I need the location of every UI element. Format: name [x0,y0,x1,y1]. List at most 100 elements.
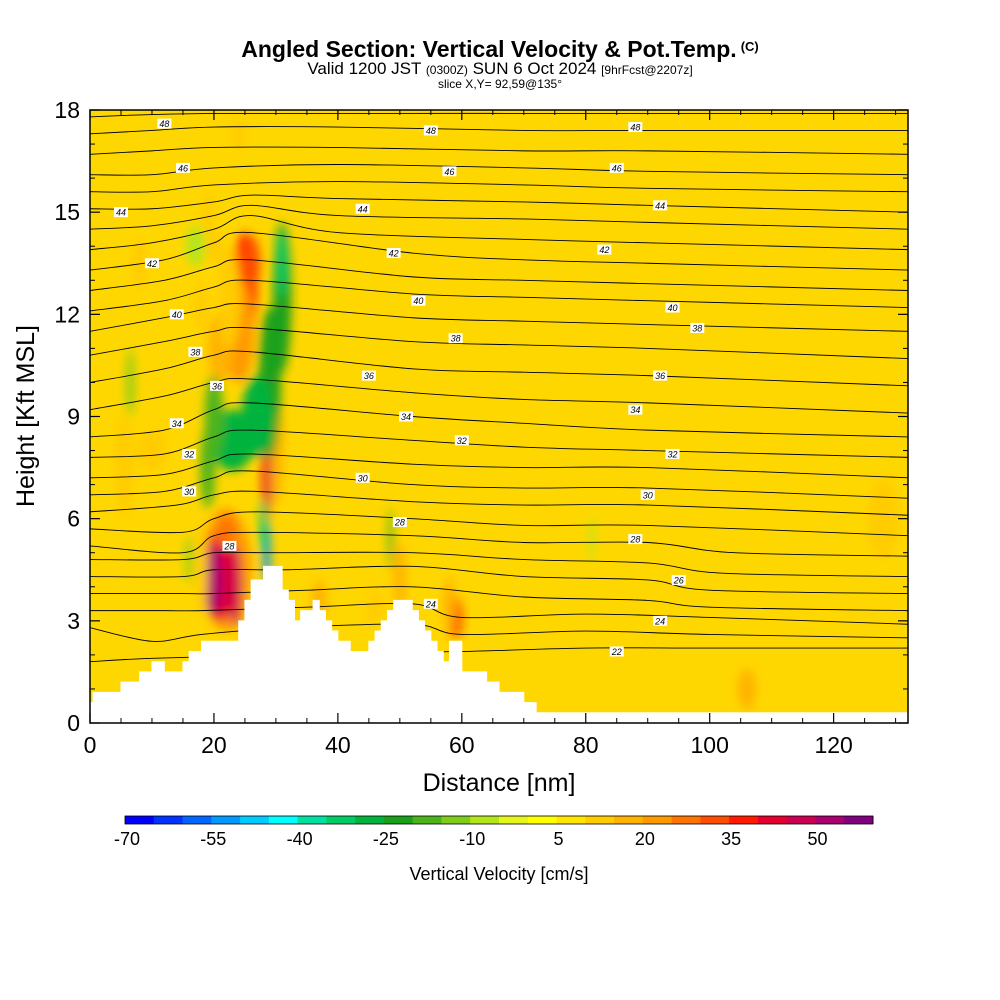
contour-label-box [355,203,370,214]
colorbar-tick-label: -25 [373,829,399,849]
contour-label-text: 30 [184,487,194,497]
contour-label: 34 [169,418,184,429]
chart-title: Angled Section: Vertical Velocity & Pot.… [0,36,1000,63]
colorbar-frame [124,815,874,825]
contour-label: 24 [423,598,438,609]
colorbar-swatch [441,816,471,824]
contour-line-37 [90,327,908,360]
x-axis-title: Distance [nm] [423,769,576,797]
contour-line-46 [90,164,908,176]
velocity-cell [132,236,148,291]
contour-label-text: 28 [629,535,640,545]
contour-label-box [609,162,624,173]
x-tick-label: 40 [325,732,351,758]
contour-label: 28 [222,540,237,551]
contour-label-text: 36 [364,371,374,381]
velocity-cell [365,590,385,625]
velocity-cell [277,229,288,298]
velocity-cell [186,535,193,584]
contour-label: 42 [597,244,612,255]
velocity-cell [114,416,134,519]
contour-label-text: 46 [444,167,454,177]
colorbar: -70 -55 -40 -25 -10 5 20 35 50 [114,815,874,849]
contour-label-box [454,435,469,446]
contour-label-box [210,380,225,391]
contour-label: 28 [628,534,643,545]
contour-line-31 [90,470,908,499]
contour-label-text: 42 [389,249,399,259]
contour-line-30 [90,490,908,516]
colorbar-swatch [527,816,558,824]
contour-label-text: 36 [655,371,665,381]
y-tick-label: 6 [67,506,80,532]
velocity-cell [186,225,205,267]
contour-label-text: 46 [612,163,622,173]
contour-label-box [392,517,407,528]
colorbar-swatch [268,816,299,824]
contour-line-42 [90,215,908,251]
contour-label: 42 [386,248,401,259]
contour-label-text: 30 [643,490,653,500]
colorbar-swatch [240,816,270,824]
velocity-cell [737,668,757,710]
contour-label: 36 [210,380,225,391]
contour-label: 32 [665,448,680,459]
contour-label-text: 46 [178,163,188,173]
valid-utc: (0300Z) [425,63,468,77]
contour-label-box [144,258,159,269]
contour-label: 34 [399,411,414,422]
contour-label-text: 48 [630,123,640,133]
contour-label-box [653,615,668,626]
contour-label-text: 32 [457,436,467,446]
contour-label-box [640,489,655,500]
x-tick-label: 0 [84,732,97,758]
contour-label-text: 40 [172,310,182,320]
contour-label-text: 48 [159,119,169,129]
velocity-cell [195,518,208,621]
contour-label-text: 44 [116,208,126,218]
contour-label-text: 30 [358,473,368,483]
x-tick-label: 60 [449,732,475,758]
contour-label: 40 [169,309,184,320]
contour-label-box [653,370,668,381]
y-tick-label: 0 [67,710,80,736]
velocity-cell [589,515,595,563]
slice-info: slice X,Y= 92,59@135° [437,77,563,91]
contour-label-box [222,540,237,551]
contour-label-box [361,370,376,381]
contour-label-text: 44 [655,201,665,211]
colorbar-swatch [815,816,845,824]
contour-label-text: 38 [451,334,461,344]
contour-label: 32 [182,448,197,459]
contour-label-box [628,534,643,545]
contour-label: 46 [175,162,190,173]
colorbar-swatch [182,816,212,824]
contour-label: 22 [609,646,624,657]
contour-label: 44 [113,207,128,218]
velocity-cell [136,430,168,471]
contour-label-box [182,448,197,459]
contour-label: 40 [411,295,426,306]
contour-label: 48 [157,118,172,129]
contour-label-box [386,248,401,259]
contour-label-box [609,646,624,657]
colorbar-swatch [326,816,356,824]
contour-line-39 [90,279,908,312]
contour-label-text: 22 [611,647,622,657]
contour-line-29 [90,511,908,537]
velocity-field-cells [114,116,899,710]
contour-label-text: 48 [426,126,436,136]
velocity-cell [443,576,456,638]
contour-line-40 [90,259,908,291]
velocity-cell [126,348,134,417]
contour-label-text: 32 [668,449,678,459]
contour-label-text: 34 [630,405,640,415]
contour-label: 30 [355,472,370,483]
contour-label-box [423,598,438,609]
velocity-cell [388,508,394,570]
y-tick-label: 15 [54,199,80,225]
y-tick-label: 9 [67,404,80,430]
velocity-cell [204,545,224,615]
